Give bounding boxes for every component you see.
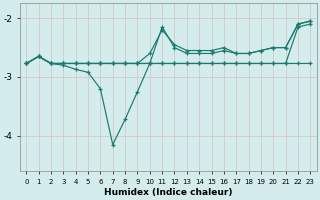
X-axis label: Humidex (Indice chaleur): Humidex (Indice chaleur) — [104, 188, 233, 197]
